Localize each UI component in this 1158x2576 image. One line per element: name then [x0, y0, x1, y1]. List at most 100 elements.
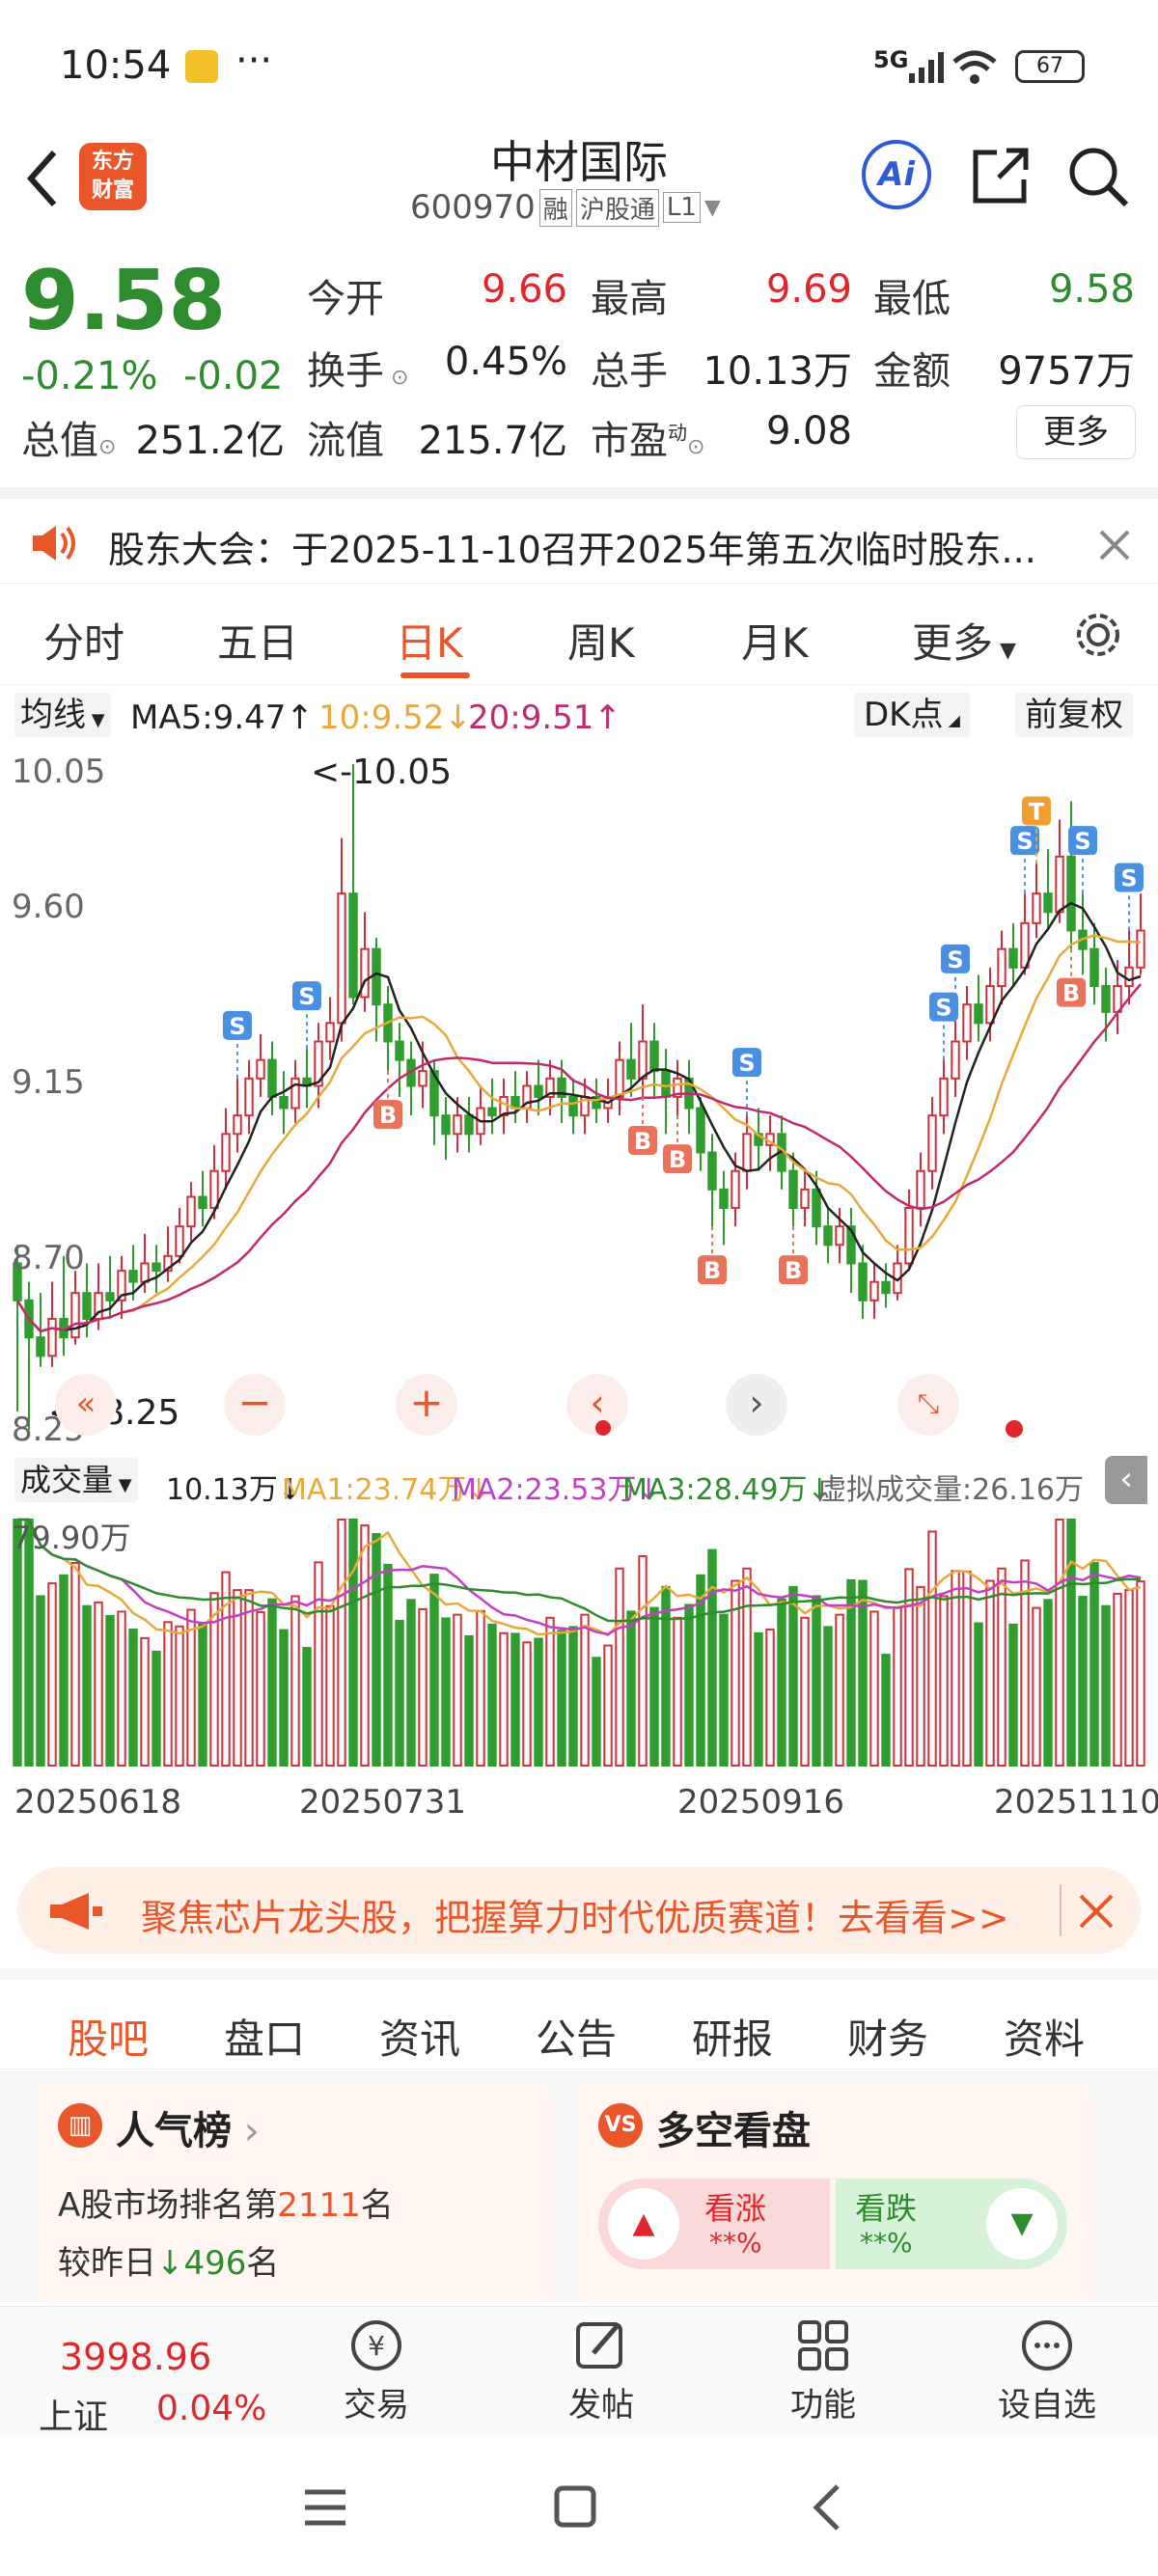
zoom-out-button[interactable]: − — [224, 1374, 286, 1436]
nav-functions[interactable]: 功能 — [780, 2316, 867, 2425]
candle-body — [209, 1169, 219, 1209]
volume-bar — [175, 1625, 184, 1768]
tab-intraday[interactable]: 分时 — [43, 619, 125, 667]
dk-point-button[interactable]: DK点 ◢ — [854, 693, 970, 737]
nav-post[interactable]: 发帖 — [558, 2316, 645, 2425]
more-quote-button[interactable]: 更多 — [1016, 405, 1136, 459]
nav-add-watchlist[interactable]: 设自选 — [984, 2316, 1110, 2425]
ma-legend-bar: 均线 ▼ MA5:9.47↑ 10:9.52↓ 20:9.51↑ DK点 ◢ 前… — [0, 687, 1158, 743]
popularity-card[interactable]: ▥ 人气榜 › A股市场排名第2111名 较昨日↓496名 — [37, 2082, 553, 2304]
tab-research[interactable]: 研报 — [692, 2015, 774, 2063]
rewind-button[interactable]: « — [55, 1374, 117, 1436]
search-icon[interactable] — [1066, 145, 1130, 208]
volume-bar — [881, 1654, 891, 1767]
bullish-button[interactable]: ▲ 看涨 **% — [598, 2179, 830, 2269]
bearish-button[interactable]: 看跌 **% ▼ — [836, 2179, 1067, 2269]
close-icon[interactable] — [1077, 1892, 1116, 1931]
candle-body — [140, 1262, 150, 1283]
index-percent[interactable]: 0.04% — [156, 2389, 267, 2428]
menu-icon[interactable] — [301, 2486, 349, 2529]
volume-bar — [395, 1620, 404, 1767]
volume-bar — [348, 1519, 358, 1767]
signal-icon — [909, 52, 944, 83]
volume-chart[interactable]: 79.90万 — [12, 1510, 1146, 1770]
candle-body — [487, 1107, 497, 1117]
speaker-icon — [33, 526, 75, 561]
tab-profile[interactable]: 资料 — [1004, 2015, 1086, 2063]
tab-news[interactable]: 资讯 — [379, 2015, 461, 2063]
index-value[interactable]: 3998.96 — [60, 2336, 212, 2378]
quote-panel: 9.58 -0.21% -0.02 今开 9.66 最高 9.69 最低 9.5… — [0, 243, 1158, 480]
ai-assistant-button[interactable]: Ai — [862, 140, 931, 209]
candle-body — [152, 1262, 161, 1273]
candle-body — [638, 1040, 648, 1080]
volume-bar — [94, 1601, 103, 1768]
chevron-down-icon[interactable]: ▼ — [703, 195, 721, 220]
volume-bar — [325, 1604, 335, 1768]
candle-body — [1008, 947, 1018, 969]
tab-daily-k[interactable]: 日K — [396, 619, 463, 667]
candle-body — [951, 1040, 960, 1080]
bottom-nav: 3998.96 上证 0.04% ¥ 交易 发帖 功能 设自选 — [0, 2306, 1158, 2437]
tab-weekly-k[interactable]: 周K — [567, 619, 635, 667]
home-square-icon[interactable] — [553, 2484, 597, 2529]
float-cap-label: 流值 — [307, 419, 384, 463]
indicator-select[interactable]: 均线 ▼ — [14, 693, 111, 737]
volume-bar — [221, 1571, 231, 1768]
tab-five-day[interactable]: 五日 — [217, 619, 299, 667]
tab-announcements[interactable]: 公告 — [536, 2015, 618, 2063]
tab-more[interactable]: 更多 ▼ — [912, 619, 1016, 667]
share-icon[interactable] — [970, 145, 1032, 206]
candle-body — [661, 1070, 671, 1098]
close-icon[interactable] — [1095, 526, 1134, 564]
volume-bar — [985, 1579, 995, 1767]
candle-body — [835, 1225, 844, 1247]
candle-body — [904, 1207, 914, 1265]
fullscreen-icon[interactable]: ⤡ — [897, 1374, 959, 1436]
megaphone-icon — [50, 1893, 102, 1930]
tab-finance[interactable]: 财务 — [847, 2015, 929, 2063]
volume-bar — [638, 1554, 648, 1767]
tab-guba[interactable]: 股吧 — [68, 2015, 150, 2063]
chart-period-tabs: 分时 五日 日K 周K 月K 更多 ▼ — [0, 584, 1158, 685]
notification-dot — [595, 1420, 611, 1436]
candle-body — [557, 1077, 566, 1099]
ma5-value: MA5:9.47↑ — [130, 699, 314, 737]
volume-bar — [1066, 1519, 1076, 1767]
signal-s-badge — [1115, 863, 1144, 892]
notice-bar[interactable]: 股东大会：于2025-11-10召开2025年第五次临时股东... — [0, 487, 1158, 584]
nav-trade[interactable]: ¥ 交易 — [333, 2316, 420, 2425]
settings-gear-icon[interactable] — [1071, 608, 1125, 662]
candle-body — [82, 1292, 92, 1321]
candle-body — [198, 1195, 207, 1209]
stock-header: 东方 财富 中材国际 600970 融 沪股通 L1 ▼ Ai — [0, 135, 1158, 241]
volume-indicator-select[interactable]: 成交量 ▼ — [14, 1458, 138, 1502]
volume-bar — [209, 1592, 219, 1767]
volume-bar — [534, 1637, 543, 1767]
back-nav-icon[interactable] — [809, 2482, 843, 2533]
more-circle-icon — [1022, 2320, 1072, 2370]
collapse-panel-button[interactable]: ‹ — [1105, 1456, 1147, 1504]
signal-b-badge — [663, 1144, 692, 1174]
zoom-in-button[interactable]: + — [396, 1374, 457, 1436]
volume-bar — [568, 1626, 578, 1767]
tab-pankou[interactable]: 盘口 — [224, 2015, 306, 2063]
volume-bar — [731, 1579, 740, 1767]
candle-body — [117, 1270, 126, 1302]
volume-bar — [105, 1614, 115, 1767]
adjust-select[interactable]: 前复权 — [1015, 693, 1133, 737]
signal-label: S — [947, 946, 963, 973]
index-name[interactable]: 上证 — [39, 2398, 109, 2437]
scroll-right-button[interactable]: › — [726, 1374, 787, 1436]
promo-banner[interactable]: 聚焦芯片龙头股，把握算力时代优质赛道！去看看>> — [17, 1867, 1141, 1954]
volume-bar — [267, 1598, 277, 1767]
volume-bar — [314, 1561, 323, 1767]
candle-body — [47, 1318, 57, 1357]
volume-bar — [244, 1589, 254, 1767]
tab-monthly-k[interactable]: 月K — [741, 619, 809, 667]
volume-svg — [13, 1518, 1145, 1768]
back-icon[interactable] — [21, 145, 64, 212]
bull-bear-card[interactable]: VS 多空看盘 ▲ 看涨 **% 看跌 **% ▼ — [577, 2082, 1093, 2304]
